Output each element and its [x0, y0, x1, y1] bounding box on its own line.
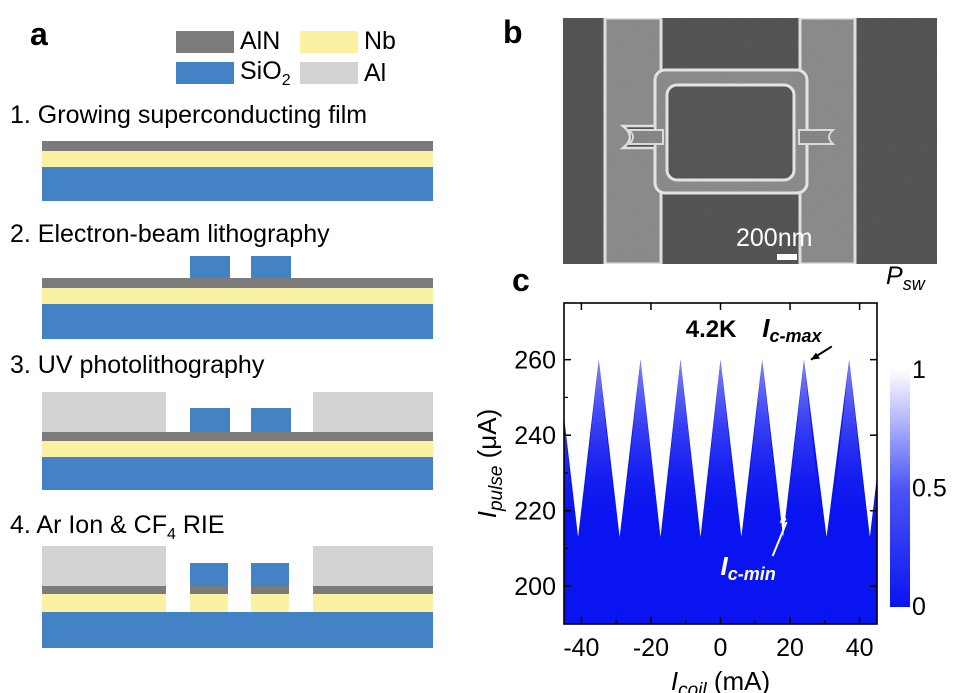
resist-block-right: [251, 408, 291, 432]
x-tick-label: 20: [776, 634, 804, 662]
legend-swatch-nb: [300, 31, 358, 53]
y-axis-label: Ipulse (μA): [472, 409, 507, 519]
layer-aln: [42, 141, 433, 151]
peak-highlight: [580, 359, 617, 530]
pillar-resist-right: [251, 563, 289, 586]
x-tick-label: -20: [633, 634, 669, 662]
legend-swatch-aln: [176, 31, 234, 53]
sem-image: 200nm: [563, 18, 937, 264]
panel-label-c: c: [512, 262, 530, 298]
step-2-title: 2. Electron-beam lithography: [10, 220, 330, 248]
peak-highlight: [744, 359, 781, 530]
panel-label-b: b: [503, 14, 523, 50]
step-3-title: 3. UV photolithography: [10, 351, 265, 379]
x-tick-label: -40: [563, 634, 599, 662]
legend-swatch-al: [300, 62, 358, 84]
al-mask-left: [42, 546, 166, 586]
layer-sio2-substrate: [42, 167, 433, 201]
axes: -40 -20 0 20 40 200 220 240 260 Icoil (mA) Ipulse …: [472, 303, 877, 693]
layer-aln: [42, 432, 433, 441]
peak-highlight: [564, 421, 576, 530]
colorbar-max-label: 1: [912, 356, 926, 384]
colorbar-mid-label: 0.5: [912, 475, 947, 503]
pillar-nb-right: [251, 594, 289, 612]
peak-highlight: [872, 487, 877, 530]
plot-area: [564, 303, 877, 624]
step-4-title: 4. Ar Ion & CF4 RIE: [10, 511, 225, 543]
temperature-label: 4.2K: [686, 316, 737, 343]
layer-nb: [313, 594, 433, 612]
y-tick-label: 260: [514, 347, 556, 375]
colorbar-min-label: 0: [912, 593, 926, 621]
peak-highlight: [662, 359, 699, 530]
layer-aln: [42, 586, 166, 594]
colorbar: Psw 1 0.5 0: [886, 262, 947, 621]
ic-max-arrowhead: [810, 352, 820, 360]
y-tick-label: 220: [514, 498, 556, 526]
layer-nb: [42, 288, 433, 304]
pillar-resist-left: [190, 563, 228, 586]
pulse-heatmap-chart: -40 -20 0 20 40 200 220 240 260 Icoil (mA) Ipulse …: [472, 262, 947, 693]
scale-bar: [777, 254, 797, 260]
peak-highlight: [831, 359, 868, 530]
panel-label-a: a: [30, 16, 48, 52]
ic-min-arrowhead: [779, 513, 787, 524]
annotations: 4.2K Ic-max Ic-min: [686, 313, 833, 584]
peak-highlight: [785, 359, 823, 530]
legend-label-aln: AlN: [240, 27, 281, 55]
scale-bar-label: 200nm: [736, 224, 812, 252]
layer-sio2-substrate: [42, 612, 433, 648]
pillar-aln-left: [190, 586, 228, 594]
x-tick-label: 0: [714, 634, 728, 662]
legend-swatch-sio2: [176, 62, 234, 84]
layer-nb: [42, 594, 166, 612]
resist-block-left: [190, 256, 230, 278]
al-mask-right: [313, 546, 433, 586]
y-tick-label: 200: [514, 573, 556, 601]
al-mask-left: [42, 392, 166, 432]
x-tick-label: 40: [846, 634, 874, 662]
legend-label-nb: Nb: [364, 27, 396, 55]
layer-aln: [42, 278, 433, 288]
pillar-aln-right: [251, 586, 289, 594]
layer-nb: [42, 151, 433, 167]
peak-highlight: [622, 359, 659, 530]
legend-label-al: Al: [364, 59, 387, 87]
pillar-nb-left: [190, 594, 228, 612]
peak-highlight: [702, 359, 739, 530]
layer-aln: [313, 586, 433, 594]
resist-block-right: [251, 256, 291, 278]
colorbar-gradient: [890, 370, 910, 607]
layer-nb: [42, 441, 433, 457]
y-tick-label: 240: [514, 422, 556, 450]
resist-block-left: [190, 408, 230, 432]
x-axis-label: Icoil (mA): [671, 666, 770, 693]
layer-sio2-substrate: [42, 304, 433, 339]
al-mask-right: [313, 392, 433, 432]
step-1-title: 1. Growing superconducting film: [10, 101, 368, 129]
ic-min-label: Ic-min: [721, 551, 776, 584]
ic-min-arrow: [771, 521, 788, 557]
ic-max-label: Ic-max: [762, 313, 822, 346]
layer-sio2-substrate: [42, 457, 433, 490]
legend-label-sio2: SiO2: [240, 57, 291, 89]
colorbar-title: Psw: [886, 262, 926, 294]
